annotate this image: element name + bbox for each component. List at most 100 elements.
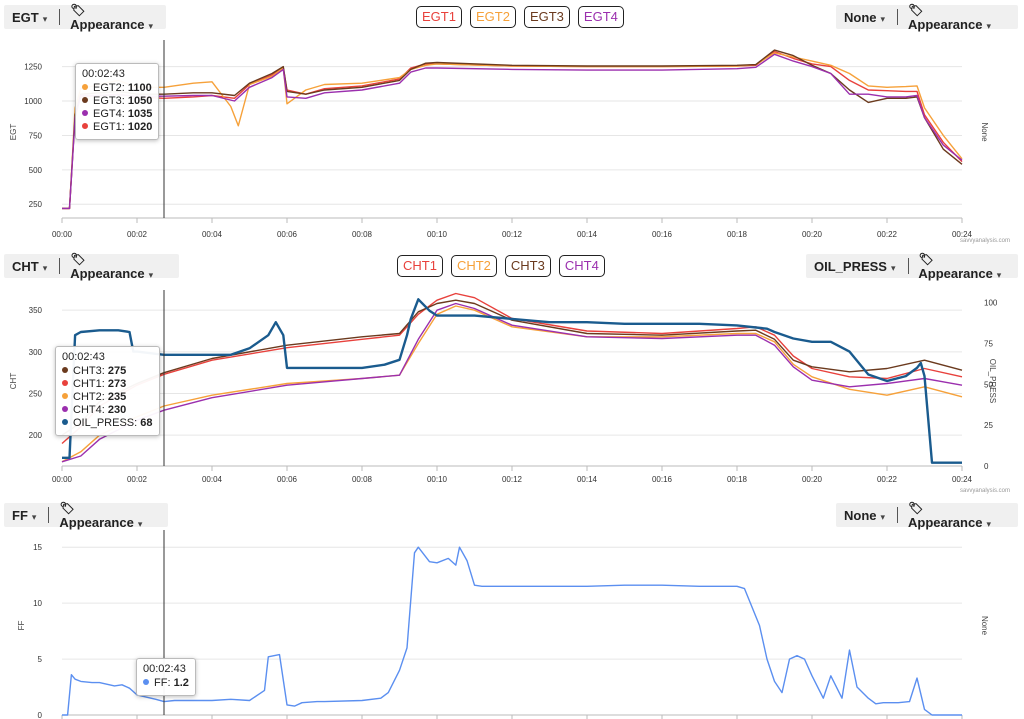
egt-appearance-button[interactable]: 🏷Appearance ▾ bbox=[70, 3, 154, 32]
tooltip-row: OIL_PRESS: 68 bbox=[62, 417, 153, 430]
legend-cht3[interactable]: CHT3 bbox=[504, 255, 551, 277]
series-line-cht2 bbox=[61, 305, 963, 463]
cht-series-selector[interactable]: CHT ▾ bbox=[12, 258, 48, 274]
y2-tick-label: 75 bbox=[984, 339, 993, 348]
x-tick-label: 00:02 bbox=[127, 475, 148, 484]
egt-legend: EGT1 EGT2 EGT3 EGT4 bbox=[416, 6, 624, 28]
cht-right-toolbar: OIL_PRESS ▾ 🏷Appearance ▾ bbox=[806, 252, 1018, 281]
ff-appearance-button[interactable]: 🏷Appearance ▾ bbox=[59, 501, 143, 530]
series-dot bbox=[62, 393, 68, 400]
x-tick-label: 00:06 bbox=[277, 230, 298, 239]
y-tick-label: 250 bbox=[29, 390, 43, 399]
y2-axis-label: OIL_PRESS bbox=[988, 359, 997, 403]
x-tick-label: 00:14 bbox=[577, 230, 598, 239]
legend-cht2[interactable]: CHT2 bbox=[450, 255, 497, 277]
tooltip-row: EGT3: 1050 bbox=[82, 95, 152, 108]
legend-egt3[interactable]: EGT3 bbox=[523, 6, 570, 28]
ff-chart[interactable]: 0 5 10 15 FF None bbox=[0, 498, 1024, 719]
x-tick-label: 00:16 bbox=[652, 230, 673, 239]
cht-right-selector[interactable]: OIL_PRESS ▾ bbox=[814, 258, 896, 274]
tag-icon: 🏷 bbox=[908, 3, 924, 17]
x-tick-label: 00:22 bbox=[877, 230, 898, 239]
y2-axis-label: None bbox=[980, 616, 989, 636]
x-tick-label: 00:14 bbox=[577, 475, 598, 484]
y-tick-label: 250 bbox=[29, 200, 43, 209]
chevron-down-icon: ▾ bbox=[890, 262, 896, 273]
egt-series-selector[interactable]: EGT ▾ bbox=[12, 9, 48, 25]
y-tick-label: 200 bbox=[29, 431, 43, 440]
x-tick-label: 00:12 bbox=[502, 230, 523, 239]
y2-tick-label: 100 bbox=[984, 299, 998, 308]
y-tick-label: 5 bbox=[38, 655, 43, 664]
series-line-cht3 bbox=[61, 299, 963, 436]
series-line-egt1 bbox=[62, 50, 963, 210]
x-tick-label: 00:16 bbox=[652, 475, 673, 484]
y-tick-label: 10 bbox=[33, 599, 42, 608]
egt-panel: EGT ▾ 🏷Appearance ▾ EGT1 EGT2 EGT3 EGT4 No… bbox=[0, 0, 1024, 248]
series-line-oil_press bbox=[62, 298, 962, 464]
chevron-down-icon: ▾ bbox=[148, 21, 154, 31]
tooltip-row: CHT3: 275 bbox=[62, 365, 153, 378]
ff-tooltip: 00:02:43 FF: 1.2 bbox=[136, 658, 196, 696]
chevron-down-icon: ▾ bbox=[880, 13, 886, 24]
x-tick-label: 00:04 bbox=[202, 475, 223, 484]
series-line-ff bbox=[62, 546, 962, 716]
egt-right-appearance-button[interactable]: 🏷Appearance ▾ bbox=[908, 3, 991, 32]
x-tick-label: 00:22 bbox=[877, 475, 898, 484]
tooltip-row: EGT4: 1035 bbox=[82, 108, 152, 121]
tooltip-row: FF: 1.2 bbox=[143, 677, 189, 690]
x-tick-label: 00:12 bbox=[502, 475, 523, 484]
series-dot bbox=[82, 123, 88, 130]
egt-right-toolbar: None ▾ 🏷Appearance ▾ bbox=[836, 3, 1018, 32]
legend-egt2[interactable]: EGT2 bbox=[469, 6, 516, 28]
ff-left-toolbar: FF ▾ 🏷Appearance ▾ bbox=[4, 501, 168, 530]
x-tick-label: 00:24 bbox=[952, 475, 973, 484]
y-tick-label: 1000 bbox=[24, 97, 42, 106]
x-tick-label: 00:04 bbox=[202, 230, 223, 239]
y-tick-label: 1250 bbox=[24, 63, 42, 72]
legend-egt1[interactable]: EGT1 bbox=[416, 6, 462, 28]
cht-tooltip: 00:02:43 CHT3: 275 CHT1: 273 CHT2: 235 C… bbox=[55, 346, 160, 436]
cht-legend: CHT1 CHT2 CHT3 CHT4 bbox=[397, 255, 605, 277]
legend-egt4[interactable]: EGT4 bbox=[577, 6, 624, 28]
tag-icon: 🏷 bbox=[918, 252, 934, 266]
cht-left-toolbar: CHT ▾ 🏷Appearance ▾ bbox=[4, 252, 179, 281]
series-dot bbox=[143, 679, 149, 686]
y-axis-label: CHT bbox=[9, 373, 18, 390]
tag-icon: 🏷 bbox=[70, 252, 86, 266]
legend-cht1[interactable]: CHT1 bbox=[397, 255, 443, 277]
y2-tick-label: 25 bbox=[984, 421, 993, 430]
cht-chart[interactable]: 200 250 300 350 0 25 50 75 100 00:00 00:02 00:04 00:… bbox=[0, 248, 1024, 498]
toolbar-divider bbox=[907, 258, 909, 274]
cht-appearance-button[interactable]: 🏷Appearance ▾ bbox=[70, 252, 154, 281]
tooltip-time: 00:02:43 bbox=[62, 351, 105, 363]
ff-series-selector[interactable]: FF ▾ bbox=[12, 507, 37, 523]
y-tick-label: 15 bbox=[33, 543, 42, 552]
y-tick-label: 350 bbox=[29, 306, 43, 315]
chevron-down-icon: ▾ bbox=[986, 21, 991, 31]
tooltip-row: CHT4: 230 bbox=[62, 404, 153, 417]
y-tick-label: 300 bbox=[29, 348, 43, 357]
egt-right-selector[interactable]: None ▾ bbox=[844, 9, 886, 25]
x-tick-label: 00:10 bbox=[427, 230, 448, 239]
tooltip-row: EGT1: 1020 bbox=[82, 121, 152, 134]
toolbar-divider bbox=[897, 9, 899, 25]
y-axis-label: FF bbox=[17, 621, 26, 631]
tooltip-row: CHT1: 273 bbox=[62, 378, 153, 391]
series-dot bbox=[62, 380, 68, 387]
x-tick-label: 00:06 bbox=[277, 475, 298, 484]
ff-right-appearance-button[interactable]: 🏷Appearance ▾ bbox=[908, 501, 991, 530]
y-tick-label: 0 bbox=[38, 711, 43, 719]
y2-tick-label: 0 bbox=[984, 462, 989, 471]
cht-right-appearance-button[interactable]: 🏷Appearance ▾ bbox=[918, 252, 1002, 281]
y-axis-label: EGT bbox=[9, 124, 18, 141]
toolbar-divider bbox=[48, 507, 50, 523]
series-line-egt4 bbox=[62, 53, 963, 210]
toolbar-divider bbox=[897, 507, 899, 523]
legend-cht4[interactable]: CHT4 bbox=[558, 255, 605, 277]
chevron-down-icon: ▾ bbox=[42, 262, 48, 273]
series-dot bbox=[82, 110, 88, 117]
egt-chart[interactable]: 250 500 750 1000 1250 00:00 00:02 00:04 00:06 00:… bbox=[0, 0, 1024, 248]
ff-right-selector[interactable]: None ▾ bbox=[844, 507, 886, 523]
x-tick-label: 00:10 bbox=[427, 475, 448, 484]
